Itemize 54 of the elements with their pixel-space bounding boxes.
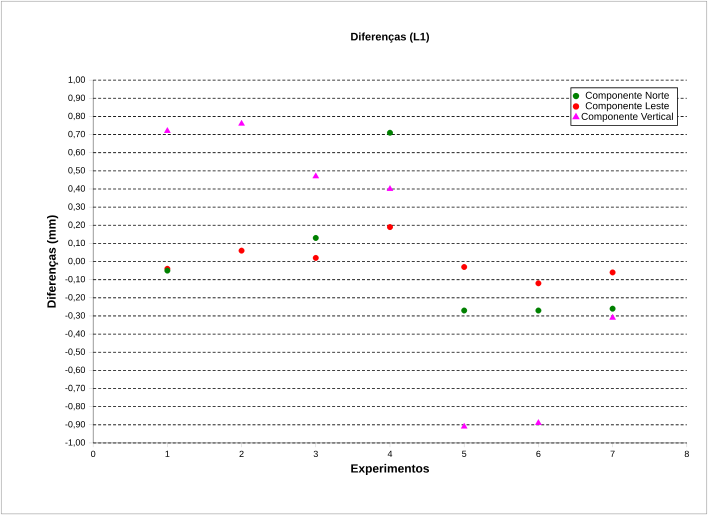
point — [460, 422, 468, 429]
chart-title: Diferenças (L1) — [351, 32, 429, 43]
y-tick-label: -0,30 — [65, 312, 86, 320]
x-tick-label: 8 — [684, 450, 689, 458]
y-tick-label: 1,00 — [68, 76, 86, 84]
y-tick-label: 0,90 — [68, 94, 86, 102]
point — [610, 269, 616, 276]
point — [386, 130, 393, 136]
point — [164, 127, 171, 133]
point — [609, 314, 616, 320]
point — [386, 185, 394, 191]
x-tick-label: 6 — [536, 450, 540, 458]
y-tick-label: -0,40 — [65, 330, 86, 338]
y-axis-title: Diferenças (mm) — [46, 215, 58, 308]
point — [238, 120, 245, 126]
y-tick-label: -0,70 — [65, 384, 86, 392]
point — [535, 419, 542, 425]
y-tick-label: -0,90 — [65, 421, 86, 428]
y-tick-label: 0,10 — [68, 240, 86, 248]
x-tick-label: 0 — [91, 450, 96, 458]
y-tick-label: -0,10 — [65, 276, 86, 284]
y-tick-label: -0,20 — [65, 294, 86, 302]
y-tick-label: 0,50 — [68, 167, 86, 174]
point — [386, 224, 393, 230]
legend-label: Componente Leste — [586, 102, 669, 112]
y-tick-label: -0,50 — [65, 348, 86, 356]
y-tick-label: 0,00 — [68, 258, 86, 266]
point — [461, 264, 468, 270]
point — [535, 307, 542, 314]
legend-label: Componente Norte — [586, 92, 669, 101]
y-tick-label: 0,80 — [68, 112, 86, 120]
y-tick-label: -0,80 — [65, 402, 86, 410]
x-axis-title: Experimentos — [351, 464, 429, 475]
x-tick-label: 1 — [166, 450, 170, 457]
point — [312, 254, 319, 261]
x-tick-label: 4 — [388, 450, 392, 457]
y-tick-label: 0,40 — [68, 185, 86, 193]
point — [312, 234, 319, 241]
point — [461, 307, 468, 314]
y-tick-label: 0,20 — [68, 222, 86, 229]
y-tick-label: 0,60 — [68, 148, 86, 156]
point — [610, 306, 616, 312]
y-tick-label: -0,60 — [65, 366, 86, 374]
y-tick-label: 0,30 — [68, 203, 86, 211]
point — [312, 172, 320, 178]
y-tick-label: 0,70 — [68, 130, 86, 138]
x-tick-label: 7 — [610, 450, 615, 457]
y-tick-label: -1,00 — [65, 439, 86, 447]
point — [238, 248, 245, 254]
x-tick-label: 5 — [462, 450, 466, 457]
legend-label: Componente Vertical — [582, 112, 673, 122]
point — [535, 280, 542, 286]
x-tick-label: 3 — [314, 450, 318, 458]
x-tick-label: 2 — [240, 450, 244, 457]
